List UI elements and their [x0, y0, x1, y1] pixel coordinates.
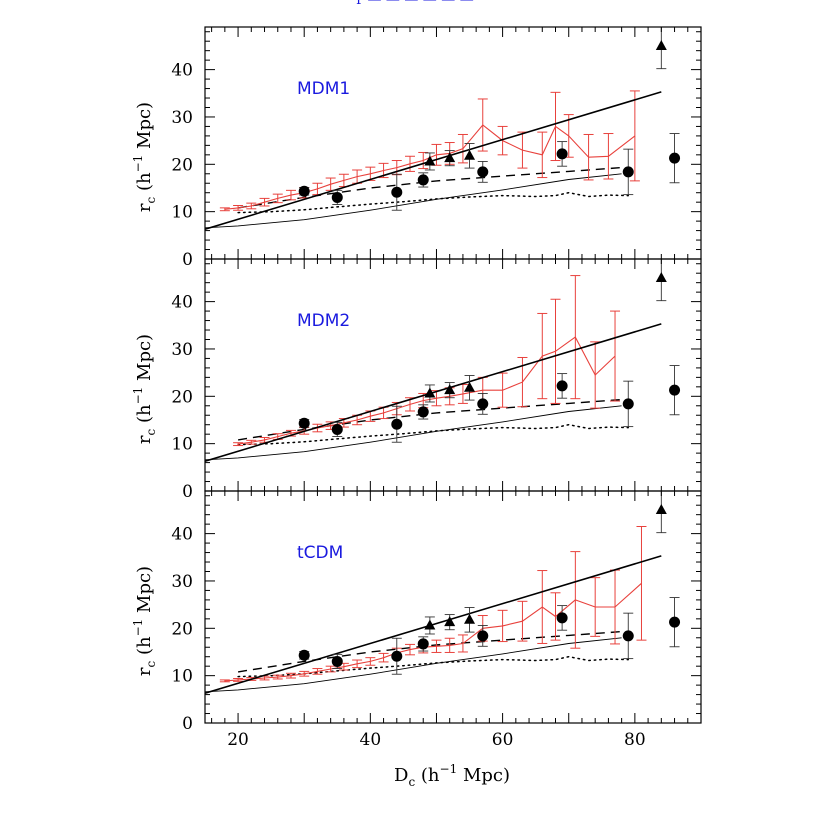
data-point-circle: [331, 655, 343, 667]
panel-tcdm: 0 10 20 30 40 20 40 60 80 rc (h−1 Mpc) tCDM: [131, 490, 702, 750]
x-tick-label: 40: [360, 730, 382, 750]
panel-label: tCDM: [297, 543, 343, 563]
data-point-circle: [622, 630, 634, 642]
model-line: [224, 582, 642, 682]
data-point-circle: [417, 174, 429, 186]
data-point-circle: [477, 166, 489, 178]
y-tick-label: 40: [171, 61, 193, 81]
y-tick-label: 20: [171, 387, 193, 407]
data-point-circle: [331, 191, 343, 203]
y-tick-label: 0: [182, 714, 193, 734]
lower-curve: [205, 637, 622, 693]
data-point-triangle: [464, 149, 476, 160]
data-point-circle: [331, 423, 343, 435]
data-point-triangle: [655, 271, 667, 282]
y-axis-title: rc (h−1 Mpc): [131, 334, 158, 444]
data-point-circle: [622, 398, 634, 410]
data-point-triangle: [655, 503, 667, 514]
data-point-circle: [391, 418, 403, 430]
y-tick-label: 30: [171, 340, 193, 360]
data-point-triangle: [444, 384, 456, 395]
power-law-line: [205, 323, 662, 462]
data-point-circle: [669, 384, 681, 396]
lower-curve: [205, 405, 622, 461]
data-point-circle: [556, 612, 568, 624]
data-point-circle: [622, 166, 634, 178]
dotted-curve: [237, 423, 630, 446]
y-tick-label: 40: [171, 525, 193, 545]
plot-area: [205, 259, 681, 462]
dotted-curve: [237, 191, 630, 214]
data-point-circle: [477, 398, 489, 410]
lower-curve: [205, 173, 622, 229]
data-point-circle: [298, 649, 310, 661]
panel-label: MDM1: [297, 79, 350, 99]
y-tick-label: 30: [171, 572, 193, 592]
data-point-circle: [417, 638, 429, 650]
y-tick-label: 0: [182, 250, 193, 270]
data-point-circle: [391, 186, 403, 198]
data-point-triangle: [464, 613, 476, 624]
panel-mdm2: 0 10 20 30 40 rc (h−1 Mpc) MDM2: [131, 258, 702, 502]
x-tick-label: 80: [624, 730, 646, 750]
data-point-triangle: [424, 387, 436, 398]
y-tick-label: 20: [171, 155, 193, 175]
data-point-triangle: [424, 155, 436, 166]
panel-frame: [204, 258, 702, 492]
data-point-circle: [391, 650, 403, 662]
panel-mdm1: 0 10 20 30 40 rc (h−1 Mpc) MDM1: [131, 26, 702, 270]
y-tick-label: 30: [171, 108, 193, 128]
power-law-line: [205, 91, 662, 230]
data-point-circle: [298, 417, 310, 429]
data-point-circle: [669, 616, 681, 628]
y-tick-label: 20: [171, 619, 193, 639]
data-point-triangle: [424, 619, 436, 630]
dotted-curve: [237, 655, 630, 678]
plot-area: [205, 27, 681, 230]
power-law-line: [205, 555, 662, 694]
panel-label: MDM2: [297, 311, 350, 331]
x-tick-label: 20: [227, 730, 249, 750]
x-tick-label: 60: [492, 730, 514, 750]
data-point-circle: [477, 630, 489, 642]
data-point-circle: [417, 406, 429, 418]
y-tick-label: 0: [182, 482, 193, 502]
plot-area: [205, 491, 681, 694]
y-axis-title: rc (h−1 Mpc): [131, 566, 158, 676]
panel-frame: [204, 490, 702, 724]
data-point-triangle: [444, 152, 456, 163]
y-axis-title: rc (h−1 Mpc): [131, 102, 158, 212]
data-point-triangle: [655, 39, 667, 50]
model-line: [224, 124, 636, 210]
data-point-circle: [556, 380, 568, 392]
data-point-circle: [669, 152, 681, 164]
y-tick-label: 40: [171, 293, 193, 313]
data-point-circle: [298, 185, 310, 197]
header-fragment: r̃ — — — — — —: [356, 0, 473, 8]
data-point-triangle: [444, 616, 456, 627]
y-tick-label: 10: [171, 435, 193, 455]
data-point-circle: [556, 148, 568, 160]
data-point-triangle: [464, 381, 476, 392]
x-axis-title: Dc (h−1 Mpc): [394, 762, 510, 789]
model-line: [238, 336, 616, 445]
y-tick-label: 10: [171, 203, 193, 223]
y-tick-label: 10: [171, 667, 193, 687]
panels: 0 10 20 30 40 rc (h−1 Mpc) MDM1 0 10 20 30 40 rc (h−…: [131, 26, 702, 750]
